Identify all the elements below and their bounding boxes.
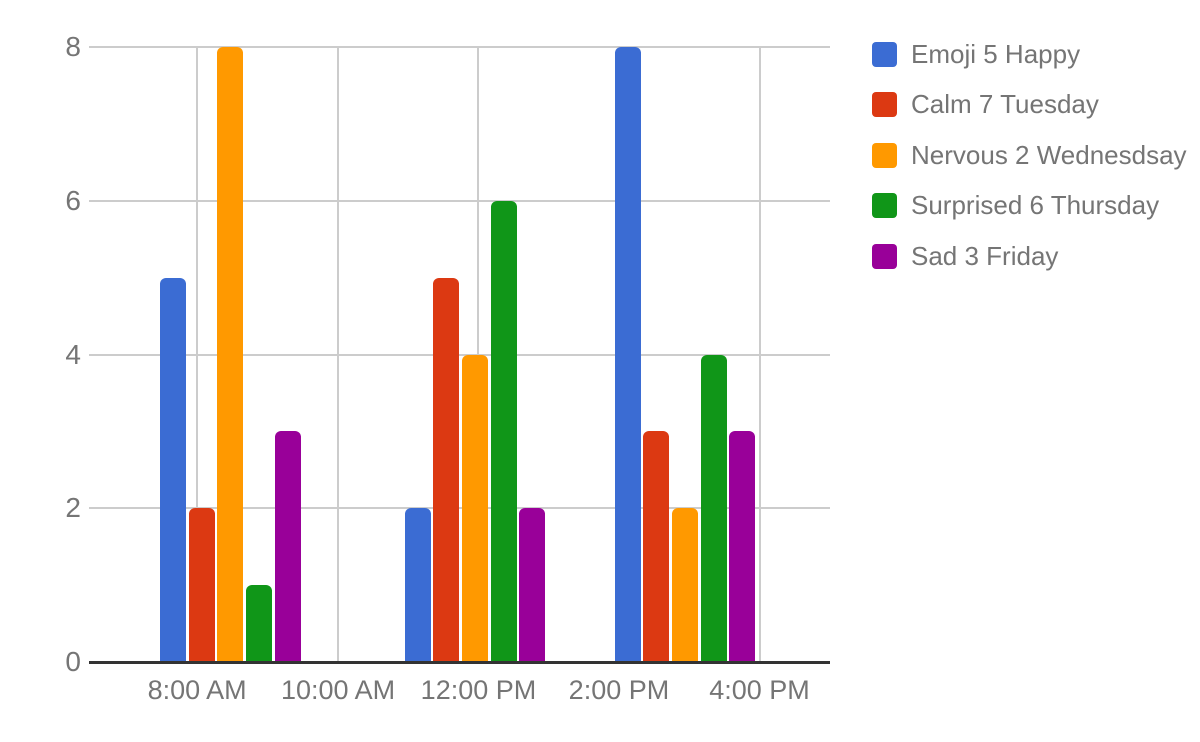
legend-item: Emoji 5 Happy [872, 38, 1081, 69]
bar-nervous-2-wednesdsay [671, 508, 698, 662]
bar-calm-7-tuesday [433, 277, 460, 662]
h-gridline [89, 353, 830, 356]
x-tick-label: 10:00 AM [281, 675, 396, 705]
h-gridline [89, 199, 830, 202]
x-tick-label: 12:00 PM [420, 675, 537, 705]
y-tick-label: 8 [65, 31, 81, 62]
bar-sad-3-friday [729, 431, 756, 662]
legend-label: Calm 7 Tuesday [911, 89, 1099, 119]
bar-sad-3-friday [274, 431, 301, 662]
bar-surprised-6-thursday [490, 200, 517, 662]
legend-item: Calm 7 Tuesday [872, 89, 1099, 119]
y-tick-label: 2 [65, 492, 81, 524]
v-gridline [337, 47, 340, 662]
bar-surprised-6-thursday [700, 354, 727, 662]
bar-calm-7-tuesday [643, 431, 670, 662]
bar-calm-7-tuesday [188, 508, 215, 662]
legend-label: Emoji 5 Happy [911, 38, 1081, 69]
legend-label: Surprised 6 Thursday [911, 190, 1160, 220]
v-gridline [758, 47, 761, 662]
legend-swatch [872, 193, 897, 218]
legend-item: Surprised 6 Thursday [872, 190, 1160, 220]
bar-sad-3-friday [519, 508, 546, 662]
bar-surprised-6-thursday [246, 585, 273, 662]
legend-label: Nervous 2 Wednesdsay [911, 139, 1187, 170]
y-tick-label: 6 [65, 184, 81, 216]
x-tick-label: 2:00 PM [568, 675, 670, 705]
legend-swatch [872, 41, 897, 67]
h-gridline [89, 46, 830, 48]
legend-swatch [872, 142, 897, 168]
x-tick-label: 4:00 PM [709, 675, 810, 705]
x-tick-label: 8:00 AM [147, 675, 247, 705]
legend-item: Sad 3 Friday [872, 240, 1059, 271]
legend-swatch [872, 92, 897, 117]
y-tick-label: 0 [65, 646, 81, 677]
bar-nervous-2-wednesdsay [461, 354, 488, 662]
legend-swatch [872, 243, 897, 269]
legend-item: Nervous 2 Wednesdsay [872, 139, 1187, 170]
x-axis-line [89, 661, 830, 664]
legend-label: Sad 3 Friday [911, 240, 1059, 271]
y-tick-label: 4 [65, 338, 81, 370]
bar-emoji-5-happy [404, 508, 431, 662]
bar-emoji-5-happy [160, 277, 187, 662]
h-gridline [89, 507, 830, 510]
v-gridline [196, 47, 199, 662]
bar-nervous-2-wednesdsay [217, 47, 244, 662]
bar-emoji-5-happy [614, 47, 641, 662]
